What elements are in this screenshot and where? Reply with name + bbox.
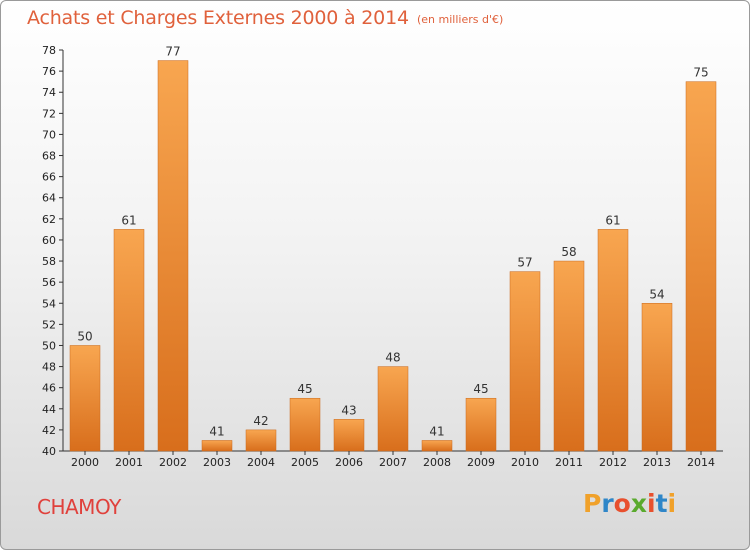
bar (597, 229, 629, 452)
x-tick-label: 2007 (379, 456, 407, 469)
logo-letter: i (667, 489, 677, 518)
y-tick-label: 76 (42, 65, 56, 78)
logo-letter: r (601, 489, 614, 518)
bar-value-label: 75 (693, 66, 708, 80)
y-tick-label: 44 (42, 403, 56, 416)
y-tick-label: 56 (42, 276, 56, 289)
y-tick-label: 78 (42, 44, 56, 57)
x-tick-label: 2003 (203, 456, 231, 469)
y-tick-label: 62 (42, 213, 56, 226)
bar (113, 229, 145, 452)
x-tick-label: 2004 (247, 456, 275, 469)
logo-letter: o (613, 489, 631, 518)
y-tick-label: 58 (42, 255, 56, 268)
chart-subtitle: (en milliers d'€) (417, 13, 504, 26)
x-tick-label: 2000 (71, 456, 99, 469)
bar (245, 429, 277, 452)
y-tick-label: 46 (42, 382, 56, 395)
y-tick-label: 60 (42, 234, 56, 247)
bar (509, 271, 541, 452)
bar (377, 366, 409, 452)
x-tick-label: 2012 (599, 456, 627, 469)
bar (201, 440, 233, 452)
y-tick-label: 64 (42, 192, 56, 205)
proxiti-logo: Proxiti (583, 489, 676, 518)
x-tick-label: 2008 (423, 456, 451, 469)
x-tick-label: 2013 (643, 456, 671, 469)
x-tick-label: 2001 (115, 456, 143, 469)
x-tick-label: 2010 (511, 456, 539, 469)
bar-value-label: 41 (429, 424, 444, 438)
bar-value-label: 50 (77, 329, 92, 343)
x-tick-label: 2014 (687, 456, 715, 469)
x-tick-label: 2005 (291, 456, 319, 469)
y-tick-label: 66 (42, 171, 56, 184)
logo-letter: x (630, 489, 647, 518)
y-tick-label: 50 (42, 339, 56, 352)
bar (421, 440, 453, 452)
bar (157, 60, 189, 452)
bar (641, 303, 673, 452)
bar (685, 81, 717, 452)
bar-value-label: 61 (121, 213, 136, 227)
y-tick-label: 48 (42, 361, 56, 374)
bar-value-label: 42 (253, 414, 268, 428)
logo-letter: t (655, 489, 668, 518)
place-name: CHAMOY (37, 495, 121, 519)
chart-title: Achats et Charges Externes 2000 à 2014 (27, 7, 409, 29)
x-tick-label: 2011 (555, 456, 583, 469)
bar (289, 397, 321, 452)
x-tick-label: 2002 (159, 456, 187, 469)
y-tick-label: 72 (42, 107, 56, 120)
bar-value-label: 54 (649, 287, 664, 301)
bar (465, 397, 497, 452)
y-tick-label: 68 (42, 150, 56, 163)
y-tick-label: 40 (42, 445, 56, 458)
bar-value-label: 43 (341, 403, 356, 417)
bar-value-label: 41 (209, 424, 224, 438)
logo-letter: i (647, 489, 656, 518)
y-tick-label: 74 (42, 86, 56, 99)
bar-value-label: 48 (385, 351, 400, 365)
y-tick-label: 52 (42, 318, 56, 331)
bar-value-label: 57 (517, 256, 532, 270)
bar (69, 345, 101, 452)
bar (553, 260, 585, 452)
bar-value-label: 45 (297, 382, 312, 396)
bar (333, 419, 365, 452)
y-tick-label: 70 (42, 128, 56, 141)
y-tick-label: 42 (42, 424, 56, 437)
bar-value-label: 61 (605, 213, 620, 227)
bar-value-label: 58 (561, 245, 576, 259)
x-tick-label: 2009 (467, 456, 495, 469)
bar-value-label: 45 (473, 382, 488, 396)
logo-letter: P (583, 489, 602, 518)
y-tick-label: 54 (42, 297, 56, 310)
x-tick-label: 2006 (335, 456, 363, 469)
bar-value-label: 77 (165, 45, 180, 59)
